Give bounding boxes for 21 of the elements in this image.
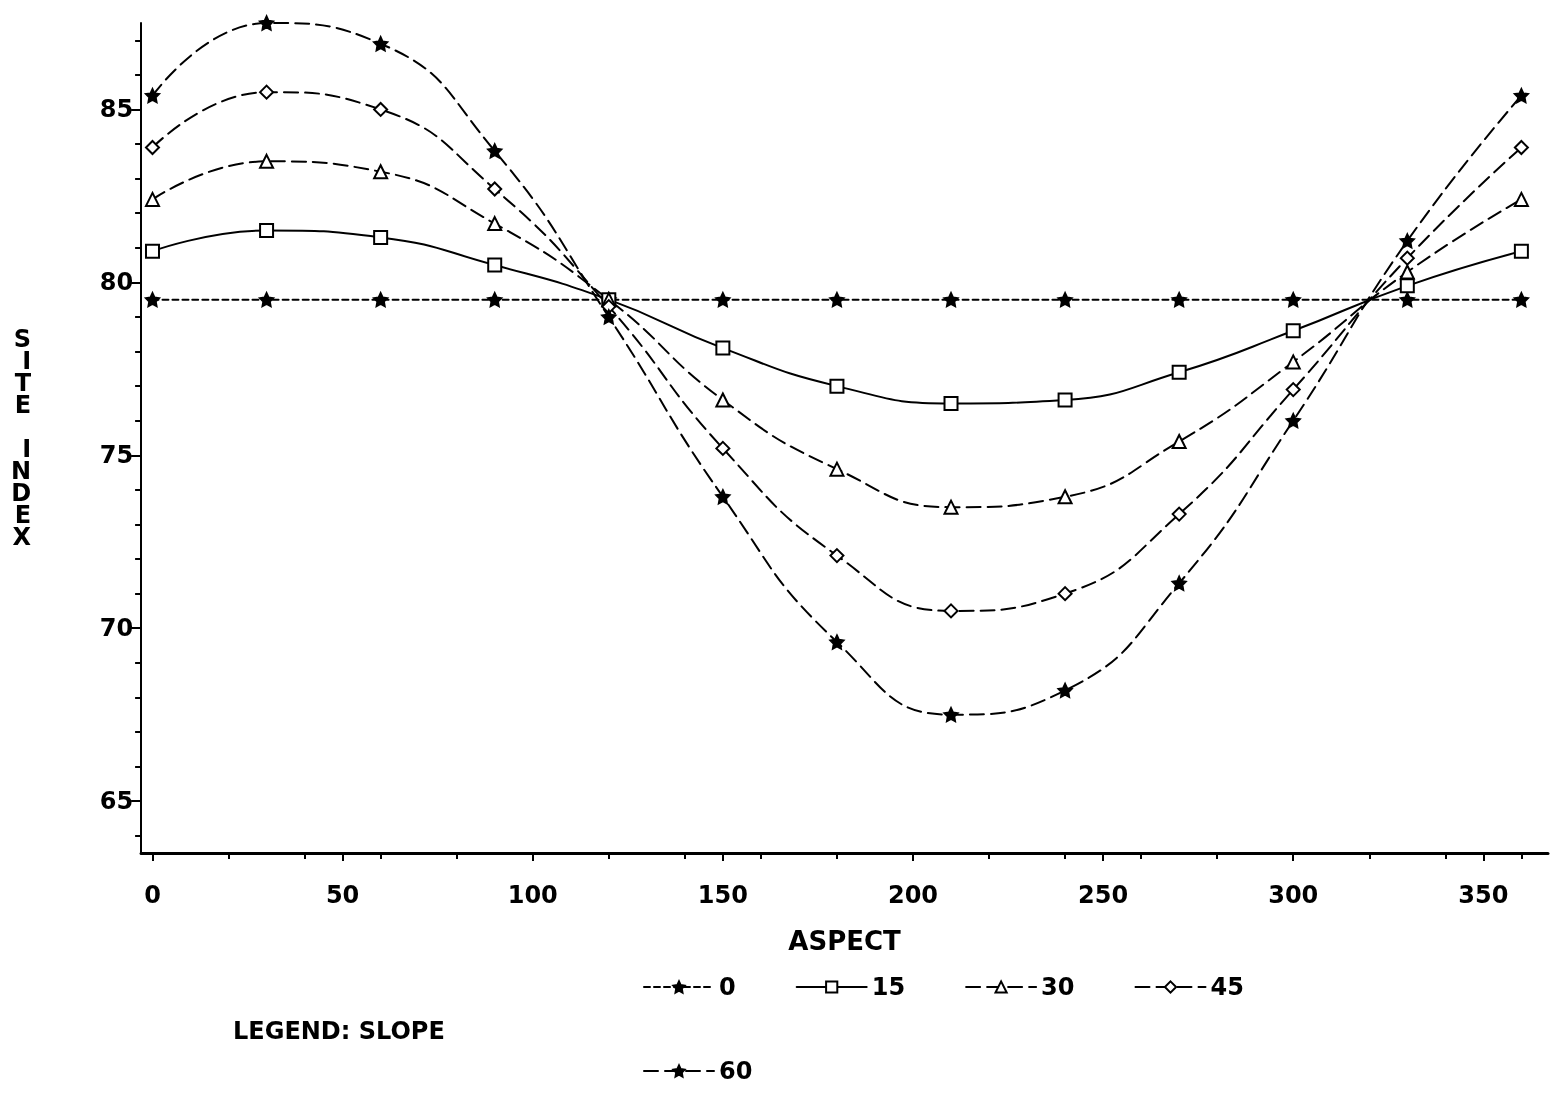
text: SITE INDEX [10,325,32,551]
x-tick-label: 50 [325,881,360,909]
legend-label: 60 [719,1057,753,1085]
x-tick-label: 0 [144,881,161,909]
y-tick-label: 80 [99,268,134,297]
y-tick-label: 85 [99,95,134,124]
y-tick-label: 65 [99,787,134,816]
x-tick-label: 350 [1458,881,1509,909]
legend-label: 0 [719,973,736,1001]
x-tick-label: 300 [1268,881,1319,909]
legend-title: LEGEND: SLOPE [233,1017,445,1045]
x-axis-title: ASPECT [788,926,902,956]
x-tick-label: 100 [507,881,558,909]
legend-label: 45 [1210,973,1244,1001]
legend-label: 30 [1041,973,1075,1001]
y-tick-label: 70 [99,614,134,643]
x-tick-label: 150 [697,881,748,909]
x-tick-label: 200 [887,881,939,909]
y-tick-label: 75 [99,441,134,470]
legend-label: 15 [871,973,906,1001]
x-tick-label: 250 [1078,881,1129,909]
